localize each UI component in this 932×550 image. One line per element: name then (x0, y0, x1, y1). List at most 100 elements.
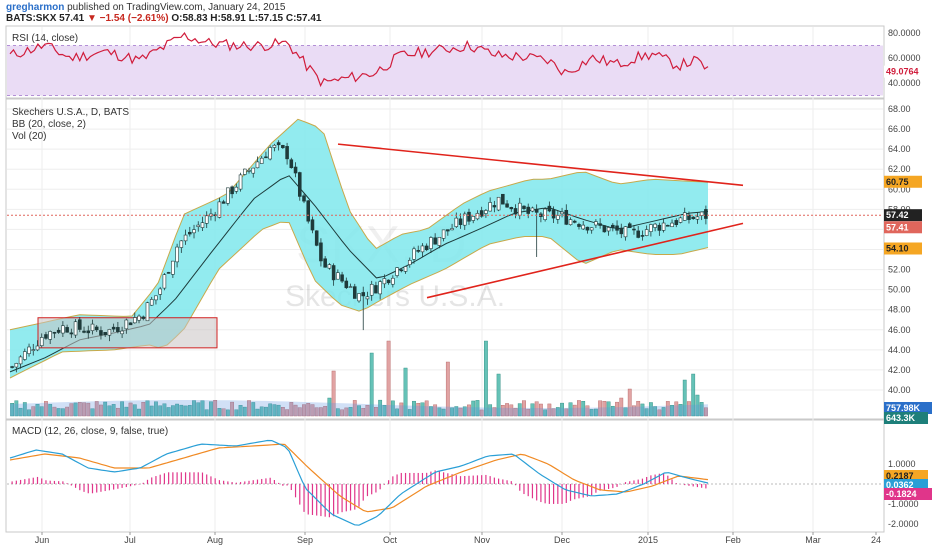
lower-trendline[interactable] (426, 222, 744, 299)
candle-down (78, 319, 82, 330)
candle-up (162, 274, 167, 289)
macd-axis-ticks: 1.0000 -1.0000 -2.0000 (888, 459, 919, 529)
volume-bar (137, 408, 141, 417)
volume-bar (234, 409, 239, 417)
candle-up (243, 168, 247, 175)
volume-bar (310, 404, 315, 417)
candle-down (116, 327, 120, 333)
volume-bar (217, 408, 222, 417)
price-value-badge-bg (884, 402, 932, 414)
volume-bar (522, 400, 526, 417)
volume-bar (31, 406, 36, 417)
volume-bar (128, 402, 133, 417)
volume-bars (10, 340, 708, 417)
volume-bar (564, 408, 569, 417)
candle-down (691, 216, 695, 220)
publish-text: published on TradingView.com, January 24… (67, 2, 286, 13)
candle-down (314, 230, 319, 246)
price-value-badge: 643.3K (884, 412, 928, 424)
x-axis-tick-label: Jul (124, 535, 136, 545)
volume-bar (505, 403, 509, 417)
candle-up (226, 187, 230, 204)
volume-bar (145, 400, 150, 417)
candle-down (399, 269, 404, 272)
volume-bar (589, 409, 594, 417)
candle-down (577, 224, 581, 227)
candle-down (433, 237, 437, 245)
volume-bar (492, 407, 497, 417)
volume-bar (577, 400, 581, 417)
chart-header: gregharmon published on TradingView.com,… (0, 0, 932, 26)
candle-up (145, 302, 150, 322)
volume-bar (374, 407, 378, 417)
volume-bar (331, 370, 336, 417)
volume-bar (610, 405, 615, 417)
candle-down (344, 280, 349, 289)
volume-bar (170, 405, 175, 417)
candle-down (374, 285, 378, 294)
symbol-label[interactable]: BATS:SKX (6, 13, 57, 24)
rsi-tick-label: 60.0000 (888, 53, 921, 63)
upper-trendline[interactable] (337, 143, 744, 187)
candle-down (128, 322, 133, 326)
candle-down (141, 316, 146, 319)
candle-up (251, 167, 256, 174)
volume-bar (196, 402, 201, 417)
candle-down (94, 326, 99, 331)
price-tick-label: 62.00 (888, 164, 911, 174)
candle-up (407, 260, 412, 265)
candle-up (378, 281, 382, 295)
candle-down (65, 327, 69, 333)
candle-up (475, 213, 480, 220)
price-value-badge-text: 57.42 (886, 210, 909, 220)
volume-bar (107, 405, 112, 417)
volume-bar (82, 402, 86, 417)
panel-frames (5, 25, 885, 533)
price-value-badge-text: 54.10 (886, 243, 909, 253)
volume-bar (268, 403, 273, 417)
volume-bar (648, 402, 653, 417)
ohlc-values: O:58.83 H:58.91 L:57.15 C:57.41 (171, 13, 322, 24)
volume-bar (471, 400, 476, 417)
volume-bar (602, 401, 607, 417)
price-tick-label: 42.00 (888, 365, 911, 375)
candle-up (623, 226, 628, 238)
candle-up (183, 234, 188, 242)
candle-up (158, 288, 162, 295)
volume-bar (496, 373, 501, 417)
candle-down (564, 209, 569, 225)
volume-bar (572, 404, 577, 417)
candle-down (551, 209, 556, 219)
candle-up (530, 207, 535, 212)
candle-up (699, 211, 704, 216)
volume-bar (488, 404, 493, 417)
volume-bar (187, 405, 192, 417)
rsi-value-badge-bg (884, 65, 932, 78)
volume-bar (682, 379, 687, 417)
volume-bar (437, 407, 442, 417)
macd-value-badge-bg (884, 488, 932, 500)
volume-bar (162, 403, 167, 417)
macd-tick-label: 1.0000 (888, 459, 916, 469)
candlesticks (10, 140, 708, 373)
volume-bar (479, 409, 484, 417)
candle-down (386, 279, 391, 284)
price-legend: Skechers U.S.A., D, BATS BB (20, close, … (12, 107, 129, 142)
volume-bar (154, 401, 158, 417)
candle-down (331, 265, 336, 281)
price-value-badge-text: 57.41 (886, 222, 909, 232)
author-link[interactable]: gregharmon (6, 2, 65, 13)
rsi-line (9, 31, 709, 88)
volume-bar (124, 406, 129, 417)
volume-bar (420, 402, 425, 417)
rsi-axis-ticks: 80.0000 60.0000 40.0000 (888, 28, 921, 88)
rsi-label: RSI (14, close) (12, 33, 78, 44)
candle-down (505, 203, 509, 208)
price-value-badge: 57.41 (884, 221, 922, 234)
price-value-badge: 60.75 (884, 175, 922, 188)
candle-down (526, 206, 530, 214)
volume-bar (674, 401, 679, 417)
change-value: −1.54 (−2.61%) (99, 13, 169, 24)
candle-up (48, 331, 52, 340)
